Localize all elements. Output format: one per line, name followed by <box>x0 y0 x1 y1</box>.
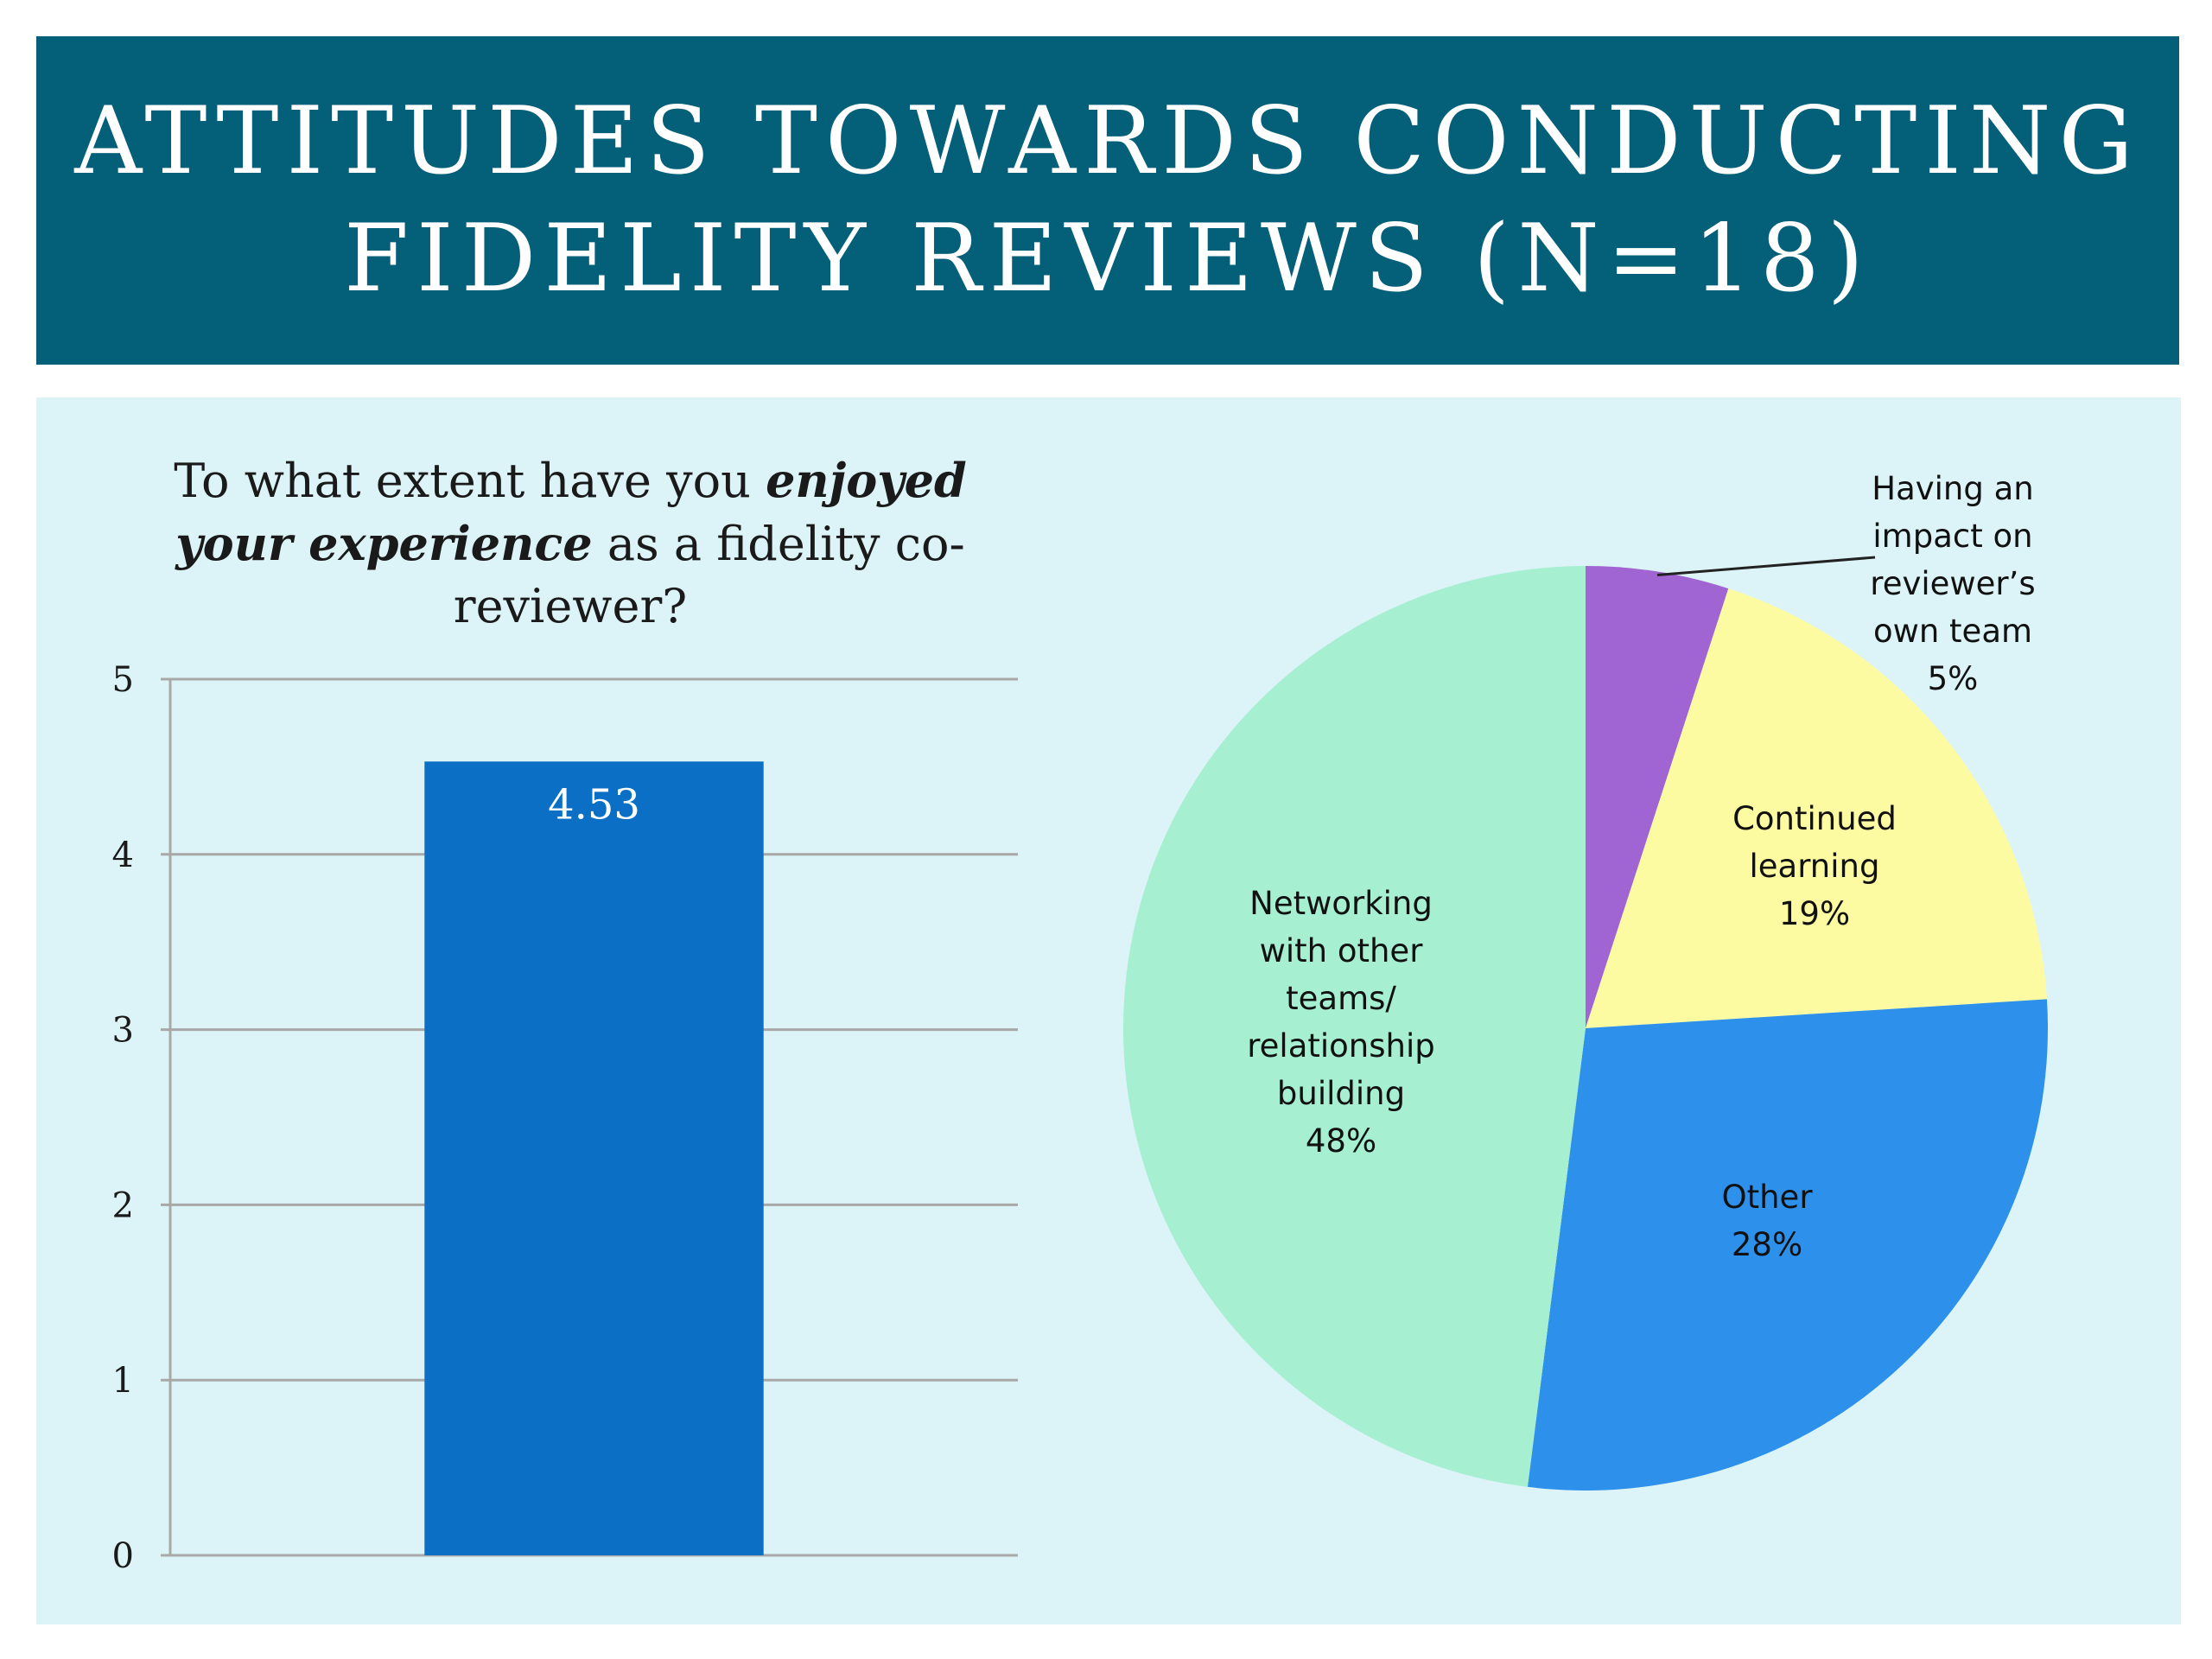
pie-label-networking-line-1: Networking <box>1249 885 1433 922</box>
title-line-1: ATTITUDES TOWARDS CONDUCTING <box>74 87 2141 195</box>
pie-label-learning-pct: 19% <box>1778 895 1851 932</box>
pie-label-impact-line-3: reviewer’s <box>1870 565 2036 602</box>
bar-chart-title: To what extent have you enjoyed your exp… <box>164 449 976 638</box>
pie-label-impact: Having an impact on reviewer’s own team … <box>1780 465 2126 702</box>
bar-title-part-c: as a fidelity co-reviewer? <box>453 517 965 633</box>
pie-label-continued-learning: Continued learning 19% <box>1642 795 1987 938</box>
pie-slice-2 <box>1527 999 2048 1491</box>
y-tick-label-4: 4 <box>112 836 134 875</box>
y-tick-label-1: 1 <box>112 1361 134 1401</box>
pie-label-impact-pct: 5% <box>1927 660 1979 697</box>
pie-leader-line <box>1656 556 1876 577</box>
pie-label-networking-line-2: with other <box>1259 932 1423 969</box>
title-line-2: FIDELITY REVIEWS (N=18) <box>344 205 1872 313</box>
bar-0 <box>424 761 764 1555</box>
pie-label-networking-line-4: relationship <box>1247 1027 1435 1065</box>
pie-label-impact-line-1: Having an <box>1872 470 2034 507</box>
pie-label-networking-line-5: building <box>1276 1075 1406 1112</box>
pie-chart-slices <box>1122 565 2048 1491</box>
title-banner: ATTITUDES TOWARDS CONDUCTING FIDELITY RE… <box>36 36 2179 365</box>
pie-label-other-line-1: Other <box>1721 1179 1813 1216</box>
y-tick-label-0: 0 <box>112 1536 134 1576</box>
pie-label-impact-line-2: impact on <box>1872 518 2033 555</box>
pie-slice-3 <box>1122 565 1586 1487</box>
pie-label-other: Other 28% <box>1594 1173 1940 1268</box>
y-tick-label-3: 3 <box>112 1011 134 1051</box>
bar-title-emphasis: enjoyed your experience <box>175 453 967 571</box>
pie-slice-0 <box>1586 566 1729 1028</box>
pie-label-other-pct: 28% <box>1731 1226 1803 1263</box>
bar-chart-y-tick-labels: 0 1 2 3 4 5 <box>112 660 134 1576</box>
pie-label-learning-line-1: Continued <box>1732 800 1897 837</box>
pie-label-networking: Networking with other teams/ relationshi… <box>1168 880 1514 1165</box>
bar-value-label-0: 4.53 <box>548 780 640 829</box>
pie-label-impact-line-4: own team <box>1872 613 2033 650</box>
bar-chart-bars: 4.53 <box>424 761 764 1555</box>
pie-slice-1 <box>1586 588 2047 1028</box>
bar-title-part-a: To what extent have you <box>174 454 766 508</box>
pie-label-learning-line-2: learning <box>1749 848 1880 885</box>
y-tick-label-5: 5 <box>112 660 134 700</box>
pie-label-networking-pct: 48% <box>1305 1122 1377 1160</box>
pie-label-networking-line-3: teams/ <box>1286 980 1396 1017</box>
y-tick-label-2: 2 <box>112 1185 134 1225</box>
